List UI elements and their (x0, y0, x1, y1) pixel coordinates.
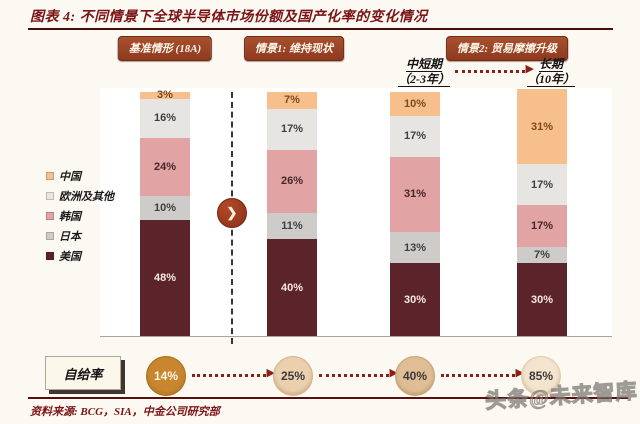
bar-segment-韩国: 17% (517, 205, 567, 247)
period-years: （10年） (526, 72, 576, 87)
scenario-badge-2: 情景2: 贸易摩擦升级 (446, 36, 568, 61)
arrow-head-icon: ▶ (525, 63, 534, 75)
legend-label: 韩国 (59, 211, 81, 223)
legend-label: 日本 (59, 231, 81, 243)
bar-segment-欧洲及其他: 16% (140, 98, 190, 138)
bar-segment-美国: 48% (140, 219, 190, 336)
chart-legend: 中国欧洲及其他韩国日本美国 (46, 168, 114, 268)
self-rate-value-2: 40% (395, 356, 435, 396)
segment-value-label: 10% (153, 201, 177, 214)
period-label-long-term: 长期 （10年） (526, 57, 576, 87)
legend-item-韩国: 韩国 (46, 208, 114, 224)
segment-value-label: 40% (280, 281, 304, 294)
segment-value-label: 31% (403, 188, 427, 201)
bar-segment-中国: 31% (517, 89, 567, 165)
source-note: 资料来源: BCG，SIA，中金公司研究部 (30, 406, 220, 418)
arrow-head-icon: ▶ (266, 367, 275, 379)
self-rate-value-1: 25% (273, 356, 313, 396)
legend-label: 中国 (59, 171, 81, 183)
bar-segment-韩国: 26% (267, 149, 317, 213)
period-name: 长期 (538, 57, 564, 72)
bar-segment-日本: 7% (517, 246, 567, 264)
stacked-bar-1: 7% 17% 26% 11% 40% (267, 91, 317, 336)
stacked-bar-2: 10% 17% 31% 13% 30% (390, 91, 440, 336)
scenario-badge-1: 情景1: 维持现状 (244, 36, 344, 61)
bar-segment-日本: 10% (140, 195, 190, 220)
title-divider (28, 28, 613, 30)
bar-segment-日本: 13% (390, 231, 440, 264)
stacked-bar-0: 3% 16% 24% 10% 48% (140, 89, 190, 336)
bar-segment-日本: 11% (267, 212, 317, 240)
bar-segment-中国: 7% (267, 91, 317, 109)
legend-swatch-icon (46, 252, 54, 260)
segment-value-label: 24% (153, 160, 177, 173)
legend-swatch-icon (46, 212, 54, 220)
self-rate-value-3: 85% (521, 356, 561, 396)
period-label-mid-term: 中短期 （2-3年） (398, 57, 450, 87)
chevron-glyph: ❯ (226, 205, 238, 220)
self-rate-arrow-1: ▶ (319, 368, 398, 379)
legend-swatch-icon (46, 192, 54, 200)
legend-item-欧洲及其他: 欧洲及其他 (46, 188, 114, 204)
segment-value-label: 13% (403, 241, 427, 254)
bar-segment-美国: 30% (390, 263, 440, 336)
period-transition-arrow: ▶ (455, 64, 534, 75)
bar-segment-中国: 3% (140, 89, 190, 102)
period-years: （2-3年） (398, 72, 450, 87)
arrow-head-icon: ▶ (389, 367, 398, 379)
stacked-bar-3: 31% 17% 17% 7% 30% (517, 89, 567, 336)
segment-value-label: 31% (530, 120, 554, 133)
segment-value-label: 17% (530, 219, 554, 232)
segment-value-label: 16% (153, 112, 177, 125)
bar-segment-韩国: 24% (140, 137, 190, 196)
chart-plot-area: 3% 16% 24% 10% 48% 7% 17% 26% 11% 40% 10% 17% 31% 13%… (100, 88, 612, 337)
watermark: 头条@未来智库 (484, 378, 639, 414)
self-sufficiency-label: 自给率 (45, 356, 121, 390)
transition-chevron-icon: ❯ (217, 198, 247, 228)
segment-value-label: 17% (403, 130, 427, 143)
legend-swatch-icon (46, 172, 54, 180)
arrow-head-icon: ▶ (515, 367, 524, 379)
legend-label: 美国 (59, 251, 81, 263)
legend-item-美国: 美国 (46, 248, 114, 264)
scenario-badge-baseline: 基准情形 (18A) (117, 36, 213, 61)
self-rate-value-0: 14% (146, 356, 186, 396)
segment-value-label: 3% (157, 89, 173, 102)
bar-segment-欧洲及其他: 17% (517, 164, 567, 206)
segment-value-label: 11% (281, 219, 303, 232)
bar-segment-欧洲及其他: 17% (267, 108, 317, 150)
segment-value-label: 10% (403, 97, 427, 110)
legend-item-日本: 日本 (46, 228, 114, 244)
segment-value-label: 7% (534, 248, 550, 261)
bar-segment-韩国: 31% (390, 156, 440, 232)
bar-segment-美国: 40% (267, 239, 317, 336)
figure-title: 图表 4: 不同情景下全球半导体市场份额及国产化率的变化情况 (30, 10, 428, 25)
segment-value-label: 17% (280, 123, 304, 136)
legend-label: 欧洲及其他 (59, 191, 114, 203)
segment-value-label: 26% (280, 175, 304, 188)
legend-swatch-icon (46, 232, 54, 240)
segment-value-label: 30% (530, 293, 554, 306)
self-rate-arrow-2: ▶ (441, 368, 524, 379)
bar-segment-中国: 10% (390, 91, 440, 116)
bar-segment-欧洲及其他: 17% (390, 115, 440, 157)
segment-value-label: 30% (403, 293, 427, 306)
segment-value-label: 7% (284, 94, 300, 107)
period-name: 中短期 (405, 57, 442, 72)
segment-value-label: 17% (530, 178, 554, 191)
legend-item-中国: 中国 (46, 168, 114, 184)
footer-divider (28, 397, 628, 399)
bar-segment-美国: 30% (517, 263, 567, 336)
segment-value-label: 48% (153, 271, 177, 284)
self-rate-arrow-0: ▶ (192, 368, 275, 379)
